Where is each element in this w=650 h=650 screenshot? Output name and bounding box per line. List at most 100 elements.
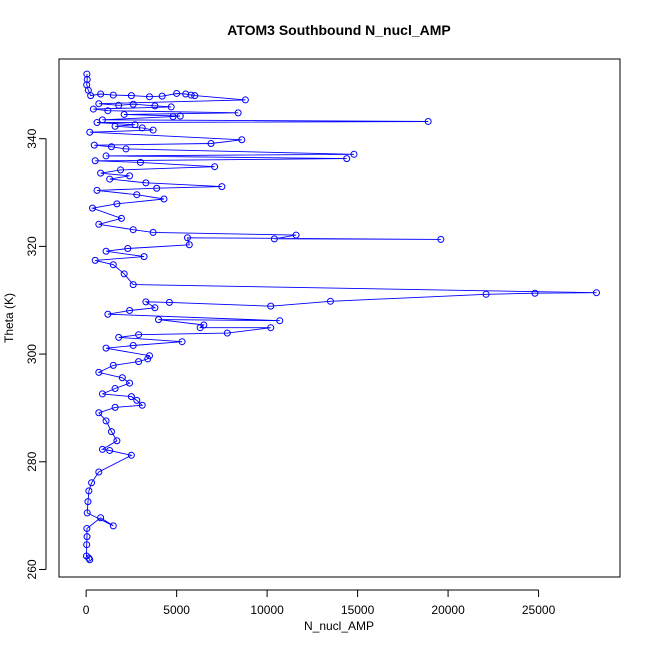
data-point: [104, 310, 112, 318]
plot-content: [83, 70, 600, 564]
data-point: [102, 344, 110, 352]
data-point: [86, 556, 94, 564]
data-point: [129, 281, 137, 289]
data-point: [88, 204, 96, 212]
data-point: [160, 195, 168, 203]
data-point: [140, 253, 148, 261]
data-point: [118, 374, 126, 382]
data-point: [343, 155, 351, 163]
data-point: [482, 290, 490, 298]
data-point: [111, 122, 119, 130]
data-point: [97, 514, 105, 522]
data-point: [350, 150, 358, 158]
plot-area-frame: [58, 58, 621, 578]
data-point: [153, 184, 161, 192]
data-point: [127, 92, 135, 100]
data-point: [144, 355, 152, 363]
data-point: [83, 541, 91, 549]
data-point: [122, 145, 130, 153]
data-point: [129, 226, 137, 234]
data-point: [142, 179, 150, 187]
data-point: [267, 324, 275, 332]
data-point: [91, 256, 99, 264]
data-point: [126, 379, 134, 387]
series-line: [86, 74, 597, 561]
data-point: [145, 93, 153, 101]
data-point: [95, 100, 103, 108]
data-point: [178, 338, 186, 346]
data-point: [109, 261, 117, 269]
data-point: [95, 220, 103, 228]
data-point: [93, 186, 101, 194]
y-tick-label: 280: [25, 451, 39, 471]
data-point: [111, 385, 119, 393]
data-point: [207, 140, 215, 148]
data-point: [113, 437, 121, 445]
data-point: [129, 341, 137, 349]
data-point: [85, 487, 93, 495]
data-point: [424, 117, 432, 125]
y-axis-label: Theta (K): [2, 293, 16, 343]
data-point: [102, 417, 110, 425]
data-point: [104, 107, 112, 115]
data-point: [109, 91, 117, 99]
data-point: [113, 200, 121, 208]
x-tick-label: 25000: [522, 603, 556, 617]
y-axis: 260 280 300 320 340: [25, 128, 47, 579]
data-point: [90, 141, 98, 149]
data-point: [107, 428, 115, 436]
x-tick-label: 0: [83, 603, 90, 617]
data-point: [234, 109, 242, 117]
data-point: [86, 128, 94, 136]
data-point: [117, 166, 125, 174]
data-point: [135, 358, 143, 366]
data-point: [107, 143, 115, 151]
data-point: [326, 297, 334, 305]
data-point: [196, 324, 204, 332]
data-point: [102, 247, 110, 255]
y-tick-label: 300: [25, 344, 39, 364]
data-point: [437, 235, 445, 243]
data-point: [83, 533, 91, 541]
data-point: [83, 509, 91, 517]
data-point: [127, 451, 135, 459]
data-point: [276, 317, 284, 325]
data-point: [173, 89, 181, 97]
data-point: [98, 390, 106, 398]
data-point: [149, 228, 157, 236]
data-point: [267, 302, 275, 310]
data-point: [592, 289, 600, 297]
x-tick-label: 5000: [163, 603, 190, 617]
data-point: [117, 214, 125, 222]
data-point: [211, 163, 219, 171]
data-point: [223, 329, 231, 337]
data-point: [102, 152, 110, 160]
data-point: [185, 241, 193, 249]
x-tick-label: 20000: [431, 603, 465, 617]
data-point: [120, 270, 128, 278]
data-point: [191, 92, 199, 100]
data-point: [127, 393, 135, 401]
data-point: [98, 445, 106, 453]
data-point: [106, 175, 114, 183]
data-point: [115, 333, 123, 341]
data-point: [89, 105, 97, 113]
y-tick-label: 260: [25, 559, 39, 579]
data-point: [292, 231, 300, 239]
data-point: [109, 361, 117, 369]
data-point: [83, 75, 91, 83]
data-point: [83, 70, 91, 78]
data-point: [167, 103, 175, 111]
data-point: [142, 298, 150, 306]
data-point: [238, 136, 246, 144]
x-axis-label: N_nucl_AMP: [304, 619, 374, 633]
data-point: [84, 498, 92, 506]
data-point: [97, 90, 105, 98]
data-point: [149, 126, 157, 134]
data-point: [98, 116, 106, 124]
data-point: [138, 124, 146, 132]
data-point: [115, 101, 123, 109]
data-point: [88, 479, 96, 487]
x-tick-label: 15000: [341, 603, 375, 617]
